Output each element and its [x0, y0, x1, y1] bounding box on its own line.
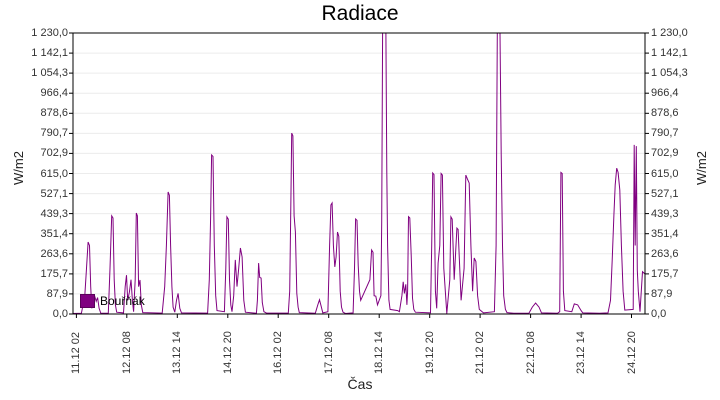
y-tick-label-left: 0,0 [52, 308, 68, 320]
y-tick-label-right: 966,4 [651, 87, 679, 99]
y-tick-label-right: 263,6 [651, 248, 679, 260]
y-tick-label-right: 1 230,0 [651, 27, 688, 39]
x-tick-label: 22.12 08 [525, 331, 537, 374]
y-tick-label-left: 615,0 [40, 168, 68, 180]
y-tick-label-right: 439,3 [651, 208, 679, 220]
legend-label: Bouřňák [100, 294, 145, 308]
y-tick-label-left: 87,9 [46, 288, 68, 300]
y-tick-label-left: 351,4 [40, 228, 68, 240]
y-tick-label-right: 615,0 [651, 168, 679, 180]
y-tick-label-right: 878,6 [651, 107, 679, 119]
y-tick-label-left: 175,7 [40, 268, 68, 280]
legend-marker-icon [80, 294, 95, 308]
x-tick-label: 16.12 02 [272, 331, 284, 374]
y-tick-label-left: 1 230,0 [31, 27, 68, 39]
y-tick-label-left: 263,6 [40, 248, 68, 260]
y-tick-label-right: 790,7 [651, 127, 679, 139]
y-tick-label-right: 175,7 [651, 268, 679, 280]
x-tick-label: 13.12 14 [171, 331, 183, 374]
y-tick-label-left: 702,9 [40, 147, 68, 159]
x-tick-label: 18.12 14 [373, 331, 385, 374]
y-tick-label-left: 527,1 [40, 188, 68, 200]
y-tick-label-right: 87,9 [651, 288, 673, 300]
y-tick-label-right: 1 054,3 [651, 67, 688, 79]
y-tick-label-right: 0,0 [651, 308, 667, 320]
x-tick-label: 19.12 20 [424, 331, 436, 374]
y-tick-label-right: 351,4 [651, 228, 679, 240]
y-tick-label-right: 702,9 [651, 147, 679, 159]
x-tick-label: 23.12 14 [575, 331, 587, 374]
y-tick-label-left: 439,3 [40, 208, 68, 220]
x-tick-label: 14.12 20 [222, 331, 234, 374]
y-tick-label-right: 1 142,1 [651, 47, 688, 59]
y-tick-label-left: 790,7 [40, 127, 68, 139]
y-tick-label-left: 878,6 [40, 107, 68, 119]
legend: Bouřňák [80, 294, 145, 308]
x-tick-label: 24.12 20 [626, 331, 638, 374]
x-tick-label: 17.12 08 [323, 331, 335, 374]
x-tick-label: 12.12 08 [121, 331, 133, 374]
chart-title: Radiace [321, 2, 399, 25]
y-tick-label-right: 527,1 [651, 188, 679, 200]
x-tick-label: 21.12 02 [474, 331, 486, 374]
y-tick-label-left: 1 142,1 [31, 47, 68, 59]
y-tick-label-left: 966,4 [40, 87, 68, 99]
x-axis-title: Čas [347, 376, 373, 392]
series-line [72, 32, 646, 315]
y-tick-label-left: 1 054,3 [31, 67, 68, 79]
x-tick-label: 11.12 02 [70, 331, 82, 374]
